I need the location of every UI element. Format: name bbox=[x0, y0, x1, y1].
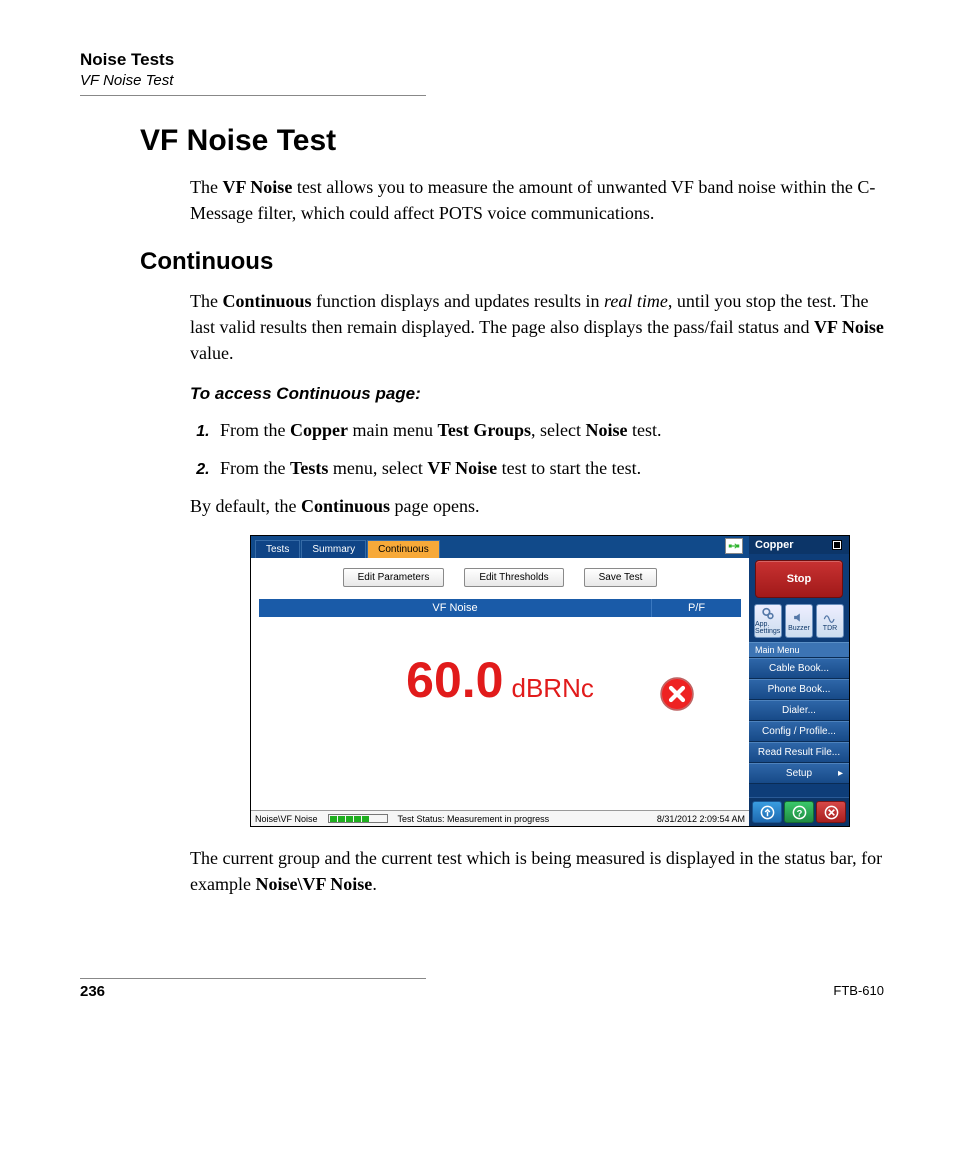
stop-button[interactable]: Stop bbox=[755, 560, 843, 598]
tab-summary[interactable]: Summary bbox=[301, 540, 366, 558]
chevron-right-icon: ▸ bbox=[838, 768, 843, 779]
text-bold: Copper bbox=[290, 420, 348, 440]
text: function displays and updates results in bbox=[312, 291, 604, 311]
status-timestamp: 8/31/2012 2:09:54 AM bbox=[657, 814, 745, 824]
header-rule bbox=[80, 95, 426, 96]
sidebar-logo-icon bbox=[831, 539, 843, 551]
text: The bbox=[190, 291, 222, 311]
tab-strip: Tests Summary Continuous bbox=[251, 536, 749, 558]
text: main menu bbox=[348, 420, 437, 440]
text: value. bbox=[190, 343, 233, 363]
running-head-section: VF Noise Test bbox=[80, 72, 884, 89]
app-settings-button[interactable]: App. Settings bbox=[754, 604, 782, 638]
text-italic: real time bbox=[604, 291, 668, 311]
text-bold: Continuous bbox=[301, 496, 390, 516]
progress-bar bbox=[328, 814, 388, 823]
icon-label: App. Settings bbox=[755, 621, 781, 635]
step-2: From the Tests menu, select VF Noise tes… bbox=[214, 455, 884, 481]
text: From the bbox=[220, 420, 290, 440]
menu-config-profile[interactable]: Config / Profile... bbox=[749, 721, 849, 742]
sidebar-title: Copper bbox=[755, 539, 794, 551]
text: test to start the test. bbox=[497, 458, 641, 478]
text: The bbox=[190, 177, 222, 197]
reading-unit: dBRNc bbox=[511, 673, 593, 704]
screenshot: Tests Summary Continuous Edit Parameters… bbox=[250, 535, 850, 827]
tab-tests[interactable]: Tests bbox=[255, 540, 300, 558]
intro-paragraph: The VF Noise test allows you to measure … bbox=[190, 174, 884, 226]
status-crumb: Noise\VF Noise bbox=[255, 814, 318, 824]
info-up-icon bbox=[760, 805, 775, 820]
status-message: Test Status: Measurement in progress bbox=[398, 814, 647, 824]
page-title: VF Noise Test bbox=[140, 124, 884, 158]
buzzer-button[interactable]: Buzzer bbox=[785, 604, 813, 638]
text: page opens. bbox=[390, 496, 479, 516]
result-header-bar: VF Noise P/F bbox=[259, 599, 741, 617]
wave-icon bbox=[823, 611, 837, 624]
text-bold: VF Noise bbox=[814, 317, 884, 337]
menu-phone-book[interactable]: Phone Book... bbox=[749, 679, 849, 700]
text: , select bbox=[531, 420, 585, 440]
icon-label: Buzzer bbox=[788, 625, 810, 632]
text-bold: Noise bbox=[586, 420, 628, 440]
edit-parameters-button[interactable]: Edit Parameters bbox=[343, 568, 445, 587]
header-pf: P/F bbox=[651, 599, 741, 617]
text: test. bbox=[628, 420, 662, 440]
main-menu-label: Main Menu bbox=[749, 642, 849, 658]
text: . bbox=[372, 874, 377, 894]
connection-icon[interactable] bbox=[725, 538, 743, 554]
header-vf-noise: VF Noise bbox=[259, 599, 651, 617]
speaker-icon bbox=[792, 611, 806, 624]
status-bar: Noise\VF Noise Test Status: Measurement … bbox=[251, 810, 749, 826]
fail-icon bbox=[659, 676, 695, 712]
help-icon: ? bbox=[792, 805, 807, 820]
icon-label: TDR bbox=[823, 625, 837, 632]
access-heading: To access Continuous page: bbox=[190, 382, 884, 407]
text-bold: Continuous bbox=[222, 291, 311, 311]
menu-setup[interactable]: Setup ▸ bbox=[749, 763, 849, 784]
gears-icon bbox=[761, 607, 775, 620]
info-button[interactable] bbox=[752, 801, 782, 823]
running-head-chapter: Noise Tests bbox=[80, 50, 884, 70]
menu-dialer[interactable]: Dialer... bbox=[749, 700, 849, 721]
reading-value: 60.0 bbox=[406, 651, 503, 709]
after-screenshot-paragraph: The current group and the current test w… bbox=[190, 845, 884, 897]
menu-label: Setup bbox=[786, 768, 812, 779]
text-bold: Test Groups bbox=[437, 420, 531, 440]
sidebar: Copper Stop App. Settings Buzzer bbox=[749, 536, 849, 826]
close-icon bbox=[824, 805, 839, 820]
text: menu, select bbox=[328, 458, 427, 478]
close-button[interactable] bbox=[816, 801, 846, 823]
text: By default, the bbox=[190, 496, 301, 516]
continuous-paragraph: The Continuous function displays and upd… bbox=[190, 288, 884, 366]
help-button[interactable]: ? bbox=[784, 801, 814, 823]
edit-thresholds-button[interactable]: Edit Thresholds bbox=[464, 568, 563, 587]
text: test allows you to measure the amount of… bbox=[190, 177, 875, 223]
tdr-button[interactable]: TDR bbox=[816, 604, 844, 638]
menu-read-result-file[interactable]: Read Result File... bbox=[749, 742, 849, 763]
save-test-button[interactable]: Save Test bbox=[584, 568, 658, 587]
step-1: From the Copper main menu Test Groups, s… bbox=[214, 417, 884, 443]
svg-text:?: ? bbox=[796, 808, 802, 818]
text: From the bbox=[220, 458, 290, 478]
footer-rule bbox=[80, 978, 426, 979]
text-bold: VF Noise bbox=[222, 177, 292, 197]
tab-continuous[interactable]: Continuous bbox=[367, 540, 440, 558]
step-note: By default, the Continuous page opens. bbox=[190, 493, 884, 519]
menu-cable-book[interactable]: Cable Book... bbox=[749, 658, 849, 679]
page-number: 236 bbox=[80, 983, 105, 1000]
doc-id: FTB-610 bbox=[833, 983, 884, 1000]
sidebar-header: Copper bbox=[749, 536, 849, 554]
text-bold: VF Noise bbox=[427, 458, 497, 478]
text-bold: Tests bbox=[290, 458, 328, 478]
subheading-continuous: Continuous bbox=[140, 248, 884, 276]
text-bold: Noise\VF Noise bbox=[255, 874, 372, 894]
